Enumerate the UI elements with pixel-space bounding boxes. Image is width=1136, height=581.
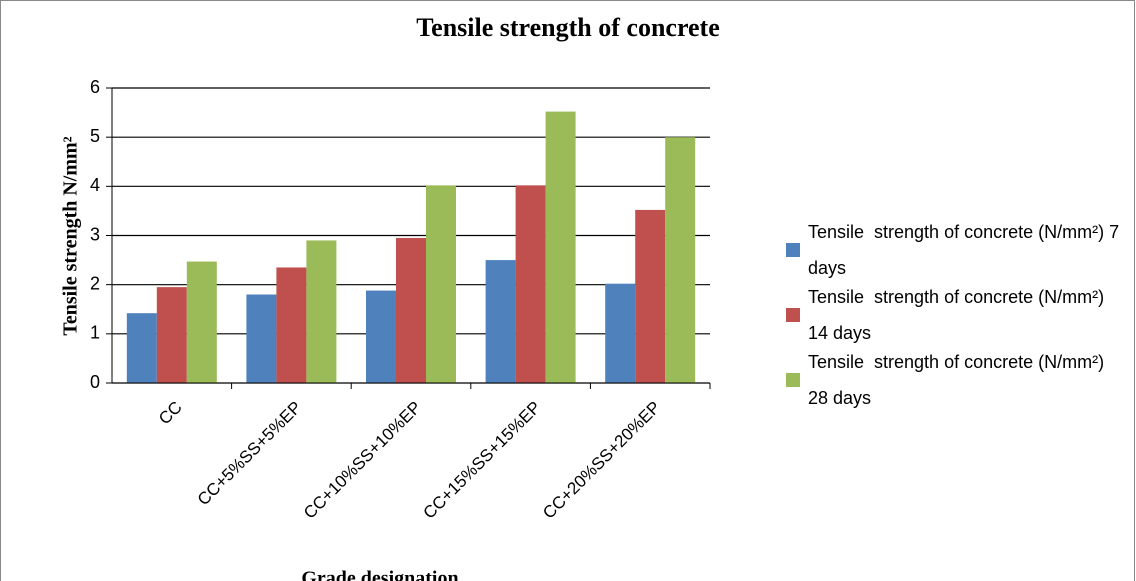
bar <box>276 267 307 383</box>
x-tick-label: CC+15%SS+15%EP <box>420 398 545 523</box>
x-tick-label: CC+5%SS+5%EP <box>194 398 306 510</box>
y-tick-label: 0 <box>90 372 100 392</box>
bar <box>396 237 426 383</box>
y-tick-label: 1 <box>90 323 100 343</box>
y-tick-label: 6 <box>90 77 100 97</box>
x-axis-label: Grade designation <box>301 568 458 581</box>
bar <box>515 185 546 383</box>
bar <box>306 240 337 383</box>
bar <box>605 283 636 383</box>
y-tick-label: 2 <box>90 273 100 293</box>
x-tick-label: CC+10%SS+10%EP <box>300 398 425 523</box>
bar <box>156 287 187 383</box>
x-tick-label: CC+20%SS+20%EP <box>539 398 664 523</box>
x-tick-label: CC <box>155 398 186 429</box>
y-axis-label: Tensile strength N/mm² <box>60 136 82 335</box>
bar <box>635 209 666 383</box>
bar <box>186 261 217 383</box>
y-tick-label: 4 <box>90 175 100 195</box>
bar <box>366 290 396 383</box>
y-tick-label: 5 <box>90 126 100 146</box>
legend-label: Tensile strength of concrete (N/mm²) 7 d… <box>808 222 1125 278</box>
bar <box>126 313 157 383</box>
bar <box>246 294 277 383</box>
chart-title: Tensile strength of concrete <box>416 13 720 42</box>
legend-label: Tensile strength of concrete (N/mm²) 14 … <box>808 287 1110 343</box>
legend-label: Tensile strength of concrete (N/mm²) 28 … <box>808 352 1110 408</box>
legend-swatch <box>786 373 800 387</box>
bar <box>485 260 516 383</box>
legend-swatch <box>786 243 800 257</box>
y-tick-label: 3 <box>90 224 100 244</box>
legend-swatch <box>786 308 800 322</box>
bar <box>545 111 576 383</box>
bar <box>665 137 696 383</box>
bar <box>426 185 456 383</box>
